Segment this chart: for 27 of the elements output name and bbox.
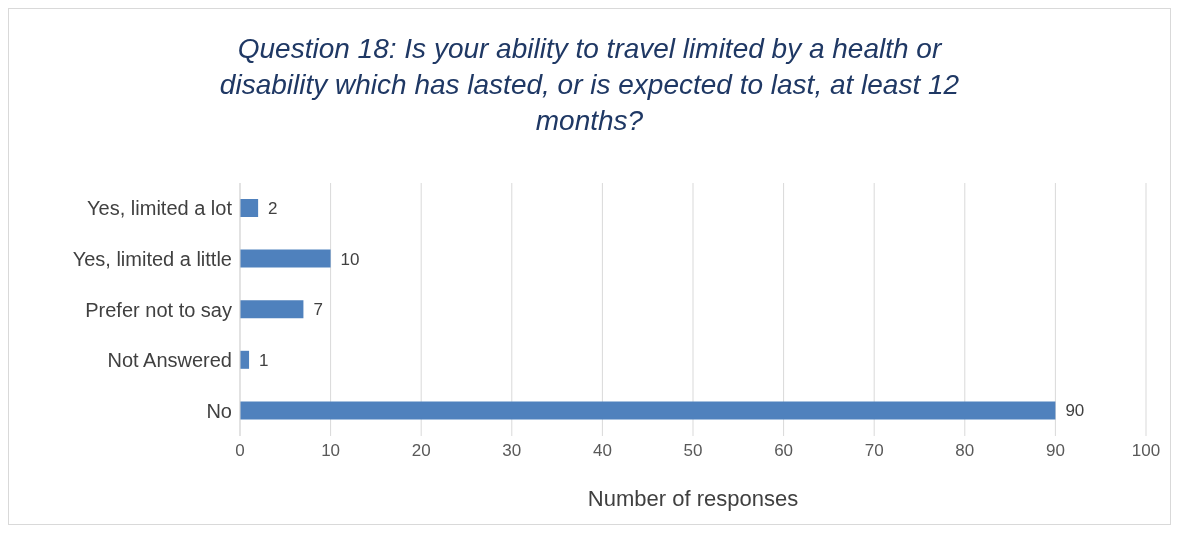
y-tick-label: Not Answered: [107, 349, 232, 372]
x-tick-label: 90: [1045, 441, 1065, 461]
bar: [240, 300, 304, 319]
bar: [240, 199, 259, 217]
x-tick-label: 100: [1131, 441, 1161, 461]
bar: [240, 249, 331, 268]
x-tick-label: 20: [411, 441, 431, 461]
y-tick-label: Yes, limited a lot: [87, 197, 233, 220]
data-label: 7: [313, 300, 323, 320]
chart-title: Question 18: Is your ability to travel limited by a health or disability which has lasted, or is expected to last, at least 12 months?: [218, 32, 961, 138]
data-label: 90: [1065, 401, 1085, 421]
x-tick-label: 10: [321, 441, 341, 461]
x-tick-label: 60: [774, 441, 794, 461]
x-tick-label: 30: [502, 441, 522, 461]
bar: [240, 401, 1056, 420]
y-tick-label: Yes, limited a little: [72, 248, 232, 270]
x-tick-label: 70: [864, 441, 884, 461]
data-label: 10: [340, 249, 360, 269]
y-tick-label: Prefer not to say: [85, 298, 232, 321]
x-tick-label: 80: [955, 441, 975, 461]
x-tick-label: 50: [683, 441, 703, 461]
x-tick-label: 0: [235, 441, 245, 461]
data-label: 1: [259, 350, 269, 370]
x-axis-title: Number of responses: [587, 486, 799, 511]
x-tick-label: 40: [592, 441, 612, 461]
y-tick-label: No: [206, 399, 232, 422]
data-label: 2: [268, 199, 278, 219]
